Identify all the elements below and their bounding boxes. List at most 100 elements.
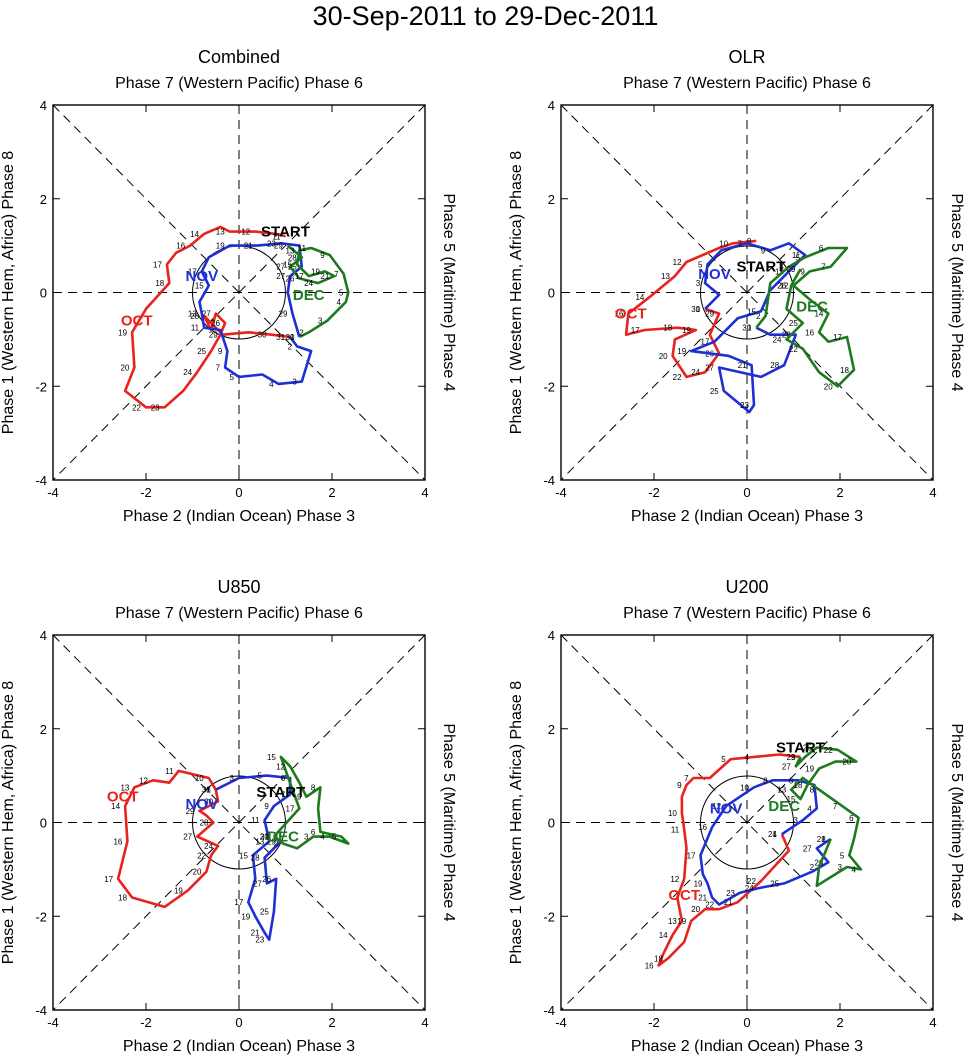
p4-day-label: 10 [668,809,677,818]
p2-start-label: START [737,259,786,276]
p2-day-label: 26 [777,281,786,290]
p3-start-label: START [256,784,305,801]
p1-y-tick-label: -2 [35,379,47,394]
p1-nov-trajectory [198,242,313,386]
p4-day-label: 1 [772,830,777,839]
p4-day-label: 22 [705,901,714,910]
p1-oct-trajectory [123,225,291,409]
p4-day-label: 18 [794,781,803,790]
p2-panel-title: OLR [728,47,765,67]
p1-x-tick-label: -4 [47,485,59,500]
p1-dec-label: DEC [293,287,325,304]
p1-day-label: 19 [311,267,320,276]
p2-day-label: 25 [710,387,719,396]
p3-day-label: 22 [197,851,206,860]
p2-day-label: 30 [742,324,751,333]
p3-day-label: 17 [286,804,295,813]
p3-day-label: 29 [267,837,276,846]
p2-day-label: 29 [705,310,714,319]
p1-y-tick-label: -4 [35,473,47,488]
p4-oct-label: OCT [668,887,700,904]
p1-day-label: 24 [183,368,192,377]
p2-day-label: 24 [773,335,782,344]
p3-day-label: 3 [304,833,309,842]
p2-day-label: 5 [796,253,801,262]
p2-day-label: 7 [821,263,826,272]
p1-day-label: 13 [286,246,295,255]
p3-day-label: 13 [255,837,264,846]
p4-day-label: 11 [671,826,680,835]
p3-day-label: 14 [111,802,120,811]
p1-diagonal-guide [52,104,426,481]
p2-day-label: 7 [738,239,743,248]
p2-day-label: 24 [691,368,700,377]
p4-start-label: START [776,740,825,757]
p2-right-axis-label: Phase 5 (Maritime) Phase 4 [948,193,965,391]
p3-day-label: 27 [253,879,262,888]
p3-day-label: 17 [234,898,243,907]
p4-day-label: 24 [768,830,777,839]
p2-x-axis-label: Phase 2 (Indian Ocean) Phase 3 [631,508,863,525]
p4-day-label: 6 [849,814,854,823]
p1-day-label: 7 [334,270,339,279]
p1-day-label: 1 [281,333,286,342]
p4-day-label: 4 [851,865,856,874]
p3-x-tick-label: 2 [328,1015,335,1030]
p4-day-label: 5 [840,851,845,860]
p3-oct-trajectory [116,769,220,909]
p4-y-tick-label: -2 [543,909,555,924]
p2-day-label: 13 [661,272,670,281]
p2-day-label: 30 [691,305,700,314]
p3-top-axis-label: Phase 7 (Western Pacific) Phase 6 [115,605,363,622]
p3-y-tick-label: 2 [40,722,47,737]
p1-day-label: 1 [290,333,295,342]
p2-day-label: 27 [705,364,714,373]
p1-oct-label: OCT [121,313,153,330]
p2-x-tick-label: 0 [743,485,750,500]
p1-y-tick-label: 4 [40,98,47,113]
p1-y-axis-label: Phase 1 (Western Hem, Africa) Phase 8 [0,151,17,434]
p4-dec-label: DEC [768,798,800,815]
p2-day-label: 18 [663,324,672,333]
p2-y-tick-label: -4 [543,473,555,488]
p1-day-label: 13 [188,310,197,319]
p1-day-label: 21 [320,272,329,281]
p2-day-label: 2 [756,312,761,321]
p1-day-label: 15 [195,281,204,290]
p2-y-tick-label: 2 [548,192,555,207]
p1-day-label: 3 [318,317,323,326]
p1-day-label: 4 [269,380,274,389]
p4-diagonal-guide [560,634,934,1011]
p4-y-tick-label: 4 [548,628,555,643]
p2-diagonal-guide [560,104,934,481]
p3-day-label: 4 [320,833,325,842]
p3-day-label: 11 [251,816,260,825]
p4-x-tick-label: -4 [555,1015,567,1030]
p1-x-tick-label: -2 [140,485,152,500]
p3-day-label: 29 [186,807,195,816]
p1-day-label: 5 [339,289,344,298]
p2-day-label: 4 [779,263,784,272]
p4-day-label: 21 [698,894,707,903]
p4-nov-label: NOV [710,800,743,817]
p1-day-label: 11 [272,232,281,241]
p1-x-tick-label: 4 [421,485,428,500]
p3-day-label: 26 [262,875,271,884]
p3-day-label: 3 [230,774,235,783]
p2-nov-label: NOV [698,266,731,283]
p1-y-tick-label: 2 [40,192,47,207]
p3-day-label: 23 [255,936,264,945]
p3-panel-title: U850 [217,577,260,597]
p4-x-tick-label: 2 [836,1015,843,1030]
p3-day-label: 28 [251,854,260,863]
p1-day-label: 3 [292,378,297,387]
p2-day-label: 8 [747,237,752,246]
p2-y-tick-label: 4 [548,98,555,113]
p3-day-label: 19 [241,912,250,921]
p1-y-tick-label: 0 [40,286,47,301]
p4-day-label: 21 [724,898,733,907]
p1-day-label: 11 [191,324,200,333]
p3-y-axis-label: Phase 1 (Western Hem, Africa) Phase 8 [0,681,17,964]
p1-day-label: 28 [288,253,297,262]
